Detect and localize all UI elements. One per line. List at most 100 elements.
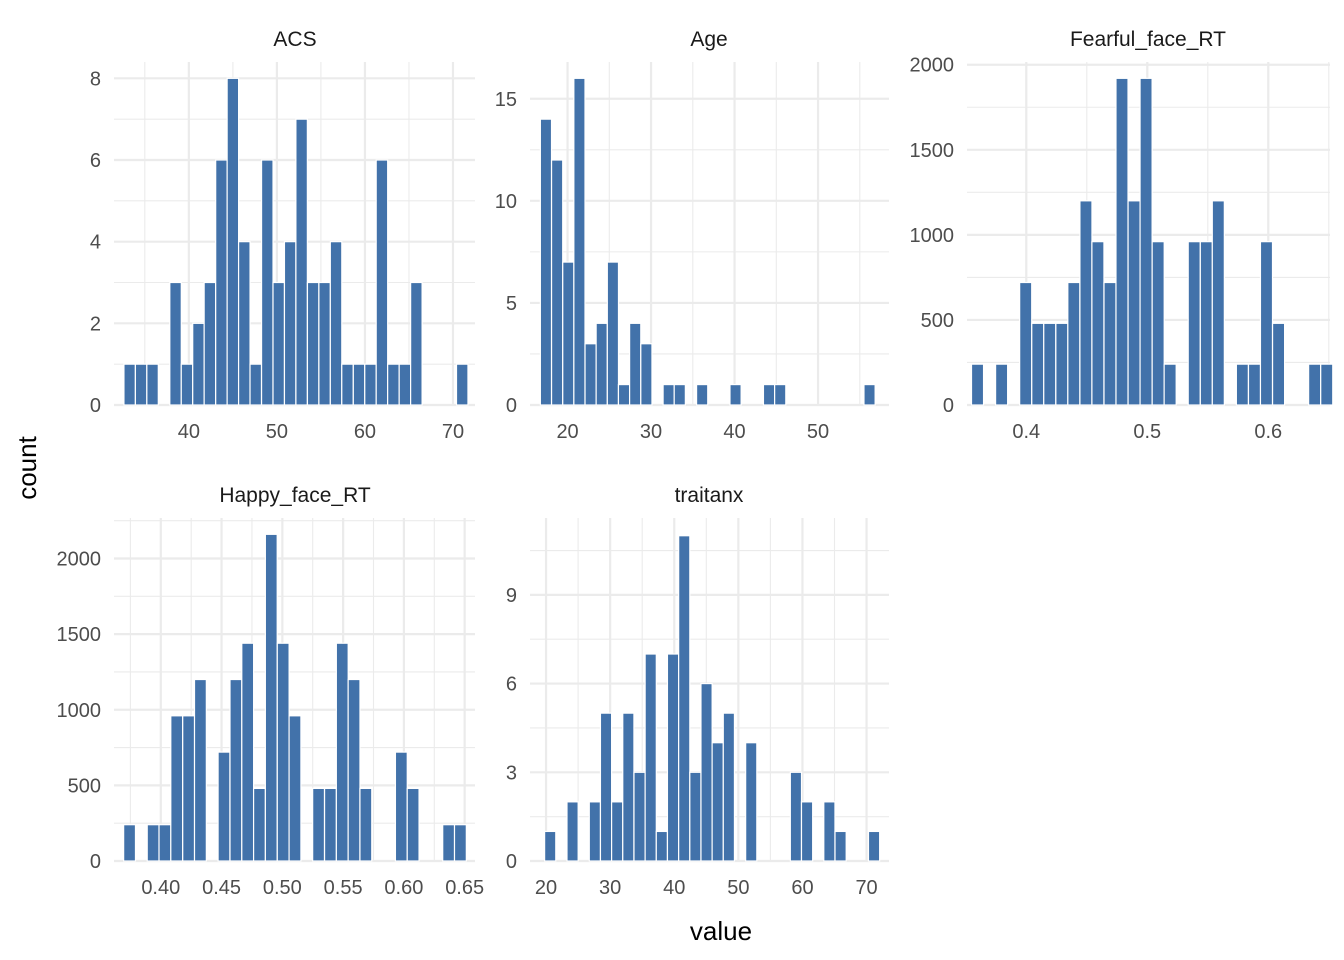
y-tick-label: 6: [506, 674, 517, 696]
histogram-bar: [678, 535, 691, 862]
y-tick-label: 3: [506, 762, 517, 784]
histogram-bar: [306, 281, 320, 406]
y-tick-label: 500: [68, 775, 101, 797]
histogram-bar: [264, 533, 278, 862]
histogram-bar: [192, 322, 205, 406]
x-tick-label: 0.50: [263, 877, 302, 899]
histogram-bar: [994, 363, 1009, 406]
histogram-bar: [146, 824, 160, 862]
histogram-bar: [335, 642, 349, 862]
histogram-bar: [359, 787, 373, 862]
histogram-bar: [867, 830, 881, 862]
histogram-bar: [241, 642, 255, 862]
x-tick-label: 0.45: [202, 877, 241, 899]
x-tick-label: 0.65: [445, 877, 484, 899]
histogram-bar: [1259, 241, 1274, 406]
histogram-bar: [453, 824, 467, 862]
histogram-bar: [158, 824, 172, 862]
histogram-bar: [312, 787, 326, 862]
y-tick-label: 1000: [910, 225, 955, 247]
x-tick-label: 70: [855, 877, 877, 899]
histogram-bar: [1151, 241, 1165, 406]
histogram-bar: [1067, 281, 1081, 406]
histogram-bar: [1163, 363, 1177, 406]
y-tick-label: 1500: [57, 624, 102, 646]
facet-title: ACS: [273, 28, 316, 51]
histogram-bar: [1055, 322, 1069, 406]
histogram-bar: [398, 363, 412, 406]
y-tick-label: 15: [495, 89, 517, 111]
histogram-bar: [123, 363, 137, 406]
histogram-bar: [203, 281, 217, 406]
y-tick-label: 500: [921, 310, 954, 332]
y-tick-label: 0: [90, 395, 101, 417]
histogram-bar: [644, 653, 657, 862]
histogram-bar: [673, 383, 686, 406]
histogram-bar: [584, 343, 597, 406]
histogram-bar: [272, 281, 286, 406]
histogram-bar: [655, 830, 669, 862]
histogram-bar: [276, 642, 290, 862]
histogram-bar: [640, 343, 653, 406]
histogram-bar: [662, 383, 675, 406]
histogram-bar: [666, 653, 680, 862]
histogram-bar: [774, 383, 787, 406]
histogram-bar: [169, 281, 182, 406]
y-tick-label: 5: [506, 293, 517, 315]
histogram-bar: [364, 363, 377, 406]
histogram-bar: [146, 363, 159, 406]
histogram-bar: [1247, 363, 1262, 406]
x-tick-label: 0.55: [324, 877, 363, 899]
histogram-bar: [629, 322, 642, 406]
x-tick-label: 40: [663, 877, 685, 899]
histogram-bar: [1031, 322, 1045, 406]
x-tick-label: 0.4: [1012, 421, 1040, 443]
x-tick-label: 0.5: [1133, 421, 1161, 443]
y-tick-label: 2000: [910, 55, 955, 77]
histogram-bar: [789, 771, 803, 862]
histogram-bar: [455, 363, 469, 406]
histogram-bar: [745, 742, 758, 862]
facet-panel: 40 50 60 70 0 2 4 6 8 ACS: [90, 28, 475, 443]
x-tick-label: 20: [535, 877, 557, 899]
y-tick-label: 2: [90, 313, 101, 335]
histogram-bar: [329, 241, 343, 406]
histogram-bar: [1091, 241, 1105, 406]
histogram-bar: [260, 159, 274, 406]
histogram-bar: [252, 787, 267, 862]
histogram-bar: [566, 801, 579, 862]
histogram-bar: [1211, 200, 1225, 406]
histogram-bar: [1139, 77, 1153, 406]
y-tick-label: 0: [90, 851, 101, 873]
y-tick-label: 8: [90, 68, 101, 90]
histogram-bar: [1019, 281, 1033, 406]
x-axis-title: value: [690, 916, 752, 946]
histogram-bar: [599, 712, 613, 862]
histogram-bar: [217, 751, 231, 862]
y-tick-label: 1500: [910, 140, 955, 162]
x-tick-label: 0.60: [384, 877, 423, 899]
histogram-bar: [863, 383, 876, 406]
histogram-bar: [1271, 322, 1286, 406]
facet-panel: 20 30 40 50 0 5 10 15 Age: [495, 28, 889, 443]
histogram-bar: [180, 363, 194, 406]
histogram-bar: [539, 118, 553, 406]
histogram-bar: [606, 261, 620, 406]
histogram-bar: [352, 363, 366, 406]
x-tick-label: 50: [727, 877, 749, 899]
histogram-bar: [170, 715, 184, 862]
histogram-bar: [611, 801, 624, 862]
histogram-bar: [1308, 363, 1322, 406]
histogram-bar: [229, 678, 243, 862]
y-tick-label: 0: [506, 851, 517, 873]
y-tick-label: 4: [90, 232, 101, 254]
histogram-bar: [544, 830, 557, 862]
x-tick-label: 40: [723, 421, 745, 443]
histogram-bar: [394, 751, 408, 862]
y-tick-label: 1000: [57, 700, 102, 722]
histogram-bar: [588, 801, 602, 862]
facet-title: Fearful_face_RT: [1070, 28, 1226, 51]
y-tick-label: 10: [495, 191, 517, 213]
histogram-bar: [341, 363, 354, 406]
